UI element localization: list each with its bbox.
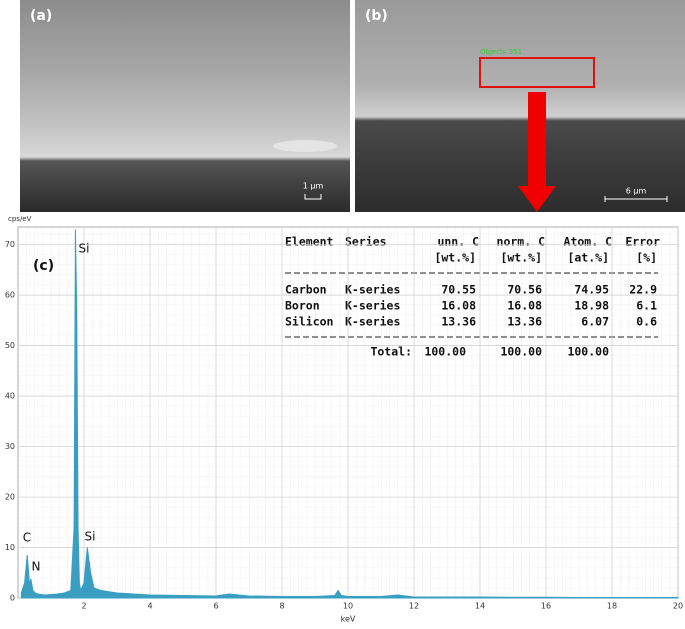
total-value: 100.00	[567, 345, 609, 359]
panel-a: (a) 1 µm	[20, 0, 350, 212]
table-cell: 70.55	[441, 283, 476, 297]
y-tick-label: 50	[5, 341, 15, 350]
column-unit: [wt.%]	[434, 251, 476, 265]
x-tick-label: 10	[343, 602, 353, 611]
y-axis-label: cps/eV	[8, 215, 32, 223]
x-tick-label: 12	[409, 602, 419, 611]
table-cell: 0.6	[636, 315, 657, 329]
y-tick-label: 0	[10, 594, 15, 603]
column-header: norm. C	[497, 235, 546, 249]
table-cell: Carbon	[285, 283, 327, 297]
table-cell: 13.36	[507, 315, 542, 329]
x-axis-label: keV	[341, 615, 356, 624]
table-cell: 16.08	[507, 299, 542, 313]
column-unit: [at.%]	[567, 251, 609, 265]
peak-label: C	[23, 531, 31, 545]
table-cell: 74.95	[574, 283, 609, 297]
table-cell: K-series	[345, 283, 400, 297]
x-tick-label: 8	[279, 602, 284, 611]
selection-box	[479, 57, 595, 88]
column-header: unn. C	[437, 235, 479, 249]
x-tick-label: 18	[607, 602, 617, 611]
y-tick-label: 60	[5, 291, 15, 300]
panel-b: (b) Objects 351 6 µm	[355, 0, 685, 212]
object-label: Objects 351	[480, 48, 522, 56]
scale-bar	[304, 194, 322, 200]
panel-label: (a)	[30, 8, 52, 24]
column-header: Error	[625, 235, 660, 249]
table-cell: 6.07	[581, 315, 609, 329]
x-tick-label: 16	[541, 602, 551, 611]
total-label: Total:	[370, 345, 412, 359]
table-cell: 18.98	[574, 299, 609, 313]
scale-text: 1 µm	[303, 182, 324, 191]
column-unit: [wt.%]	[500, 251, 542, 265]
y-tick-label: 40	[5, 392, 15, 401]
x-tick-label: 20	[673, 602, 683, 611]
y-tick-label: 70	[5, 240, 15, 249]
column-unit: [%]	[636, 251, 657, 265]
scale-text: 6 µm	[626, 187, 647, 196]
y-tick-label: 20	[5, 493, 15, 502]
y-tick-label: 30	[5, 442, 15, 451]
table-cell: K-series	[345, 299, 400, 313]
scale-bar	[604, 196, 668, 202]
x-tick-label: 4	[147, 602, 152, 611]
panel-label: (b)	[365, 8, 388, 24]
x-tick-label: 14	[475, 602, 485, 611]
arrow	[518, 92, 556, 212]
column-header: Element	[285, 235, 334, 249]
x-tick-label: 2	[81, 602, 86, 611]
sem-image	[355, 0, 685, 212]
table-cell: 22.9	[629, 283, 657, 297]
column-header: Atom. C	[564, 235, 613, 249]
peak-label: N	[32, 560, 41, 574]
peak-label: Si	[79, 242, 90, 256]
table-cell: 13.36	[441, 315, 476, 329]
total-value: 100.00	[424, 345, 466, 359]
table-cell: 70.56	[507, 283, 542, 297]
panel-label: (c)	[33, 258, 54, 274]
table-cell: 6.1	[636, 299, 657, 313]
y-tick-label: 10	[5, 543, 15, 552]
table-cell: Boron	[285, 299, 320, 313]
x-tick-label: 6	[213, 602, 218, 611]
spectrum	[20, 229, 679, 599]
table-cell: K-series	[345, 315, 400, 329]
total-value: 100.00	[500, 345, 542, 359]
table-cell: 16.08	[441, 299, 476, 313]
sem-image	[20, 0, 350, 212]
particle	[273, 140, 337, 152]
column-header: Series	[345, 235, 387, 249]
table-cell: Silicon	[285, 315, 334, 329]
peak-label: Si	[85, 530, 96, 544]
